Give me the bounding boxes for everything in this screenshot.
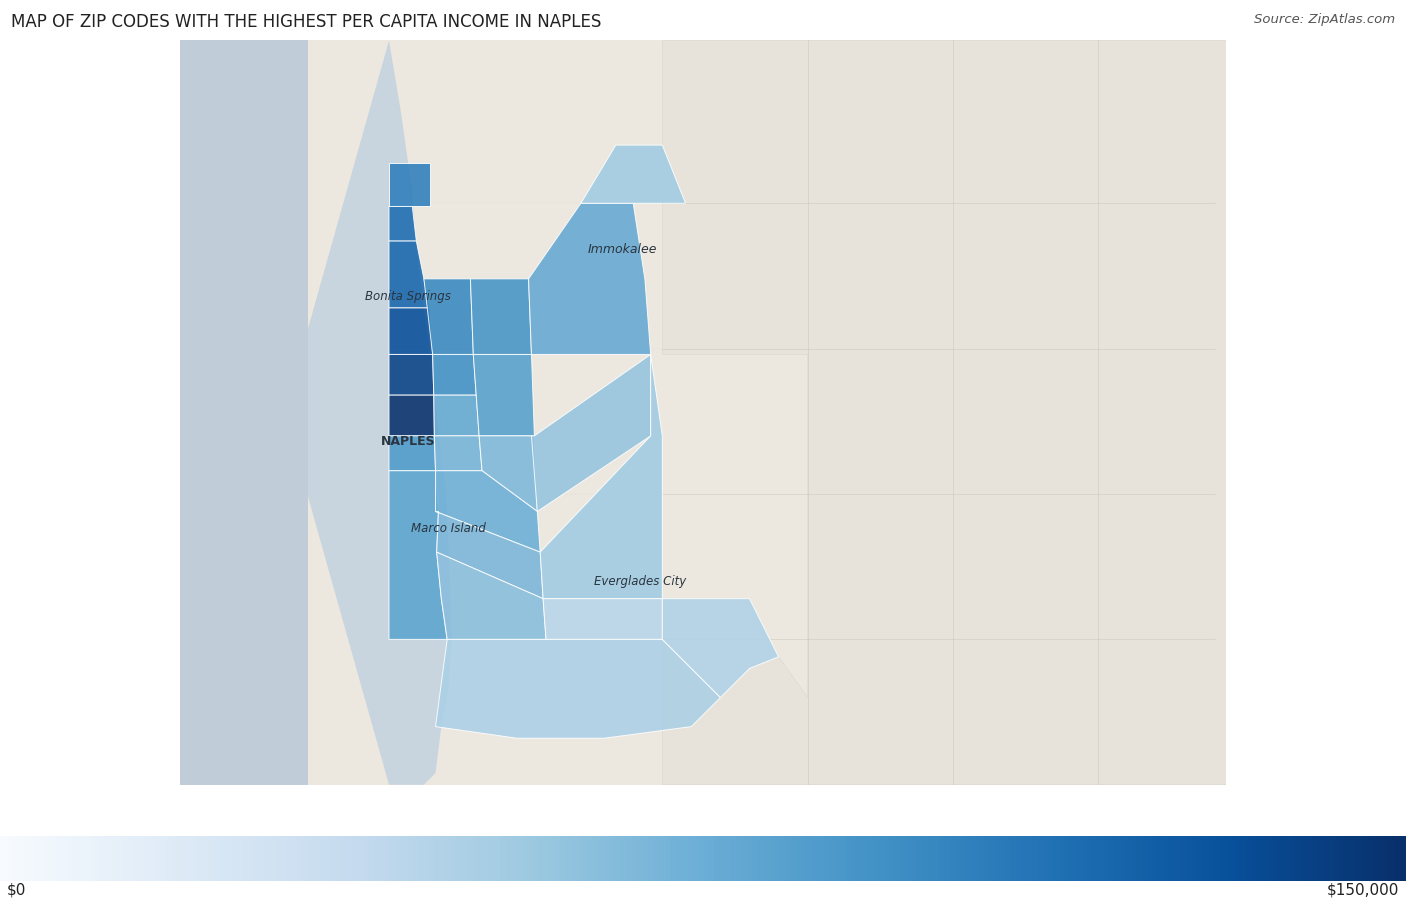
Polygon shape [436, 639, 720, 738]
Text: Bonita Springs: Bonita Springs [366, 289, 451, 303]
Polygon shape [433, 354, 477, 396]
Polygon shape [389, 241, 430, 308]
Polygon shape [434, 436, 482, 471]
Text: $0: $0 [7, 883, 27, 898]
Text: Marco Island: Marco Island [411, 522, 485, 536]
Polygon shape [389, 436, 436, 471]
Polygon shape [581, 145, 686, 203]
Text: NAPLES: NAPLES [381, 435, 436, 449]
Polygon shape [389, 396, 434, 436]
Polygon shape [389, 354, 434, 396]
Polygon shape [540, 354, 662, 599]
Polygon shape [423, 279, 474, 354]
Text: Everglades City: Everglades City [595, 574, 686, 588]
Text: MAP OF ZIP CODES WITH THE HIGHEST PER CAPITA INCOME IN NAPLES: MAP OF ZIP CODES WITH THE HIGHEST PER CA… [11, 13, 602, 31]
Polygon shape [389, 163, 430, 206]
Polygon shape [389, 471, 447, 639]
Polygon shape [436, 512, 543, 599]
Polygon shape [180, 40, 451, 785]
Polygon shape [180, 40, 1226, 785]
Polygon shape [389, 206, 416, 241]
Polygon shape [471, 279, 531, 354]
Text: $150,000: $150,000 [1327, 883, 1399, 898]
Text: Source: ZipAtlas.com: Source: ZipAtlas.com [1254, 13, 1395, 26]
Polygon shape [543, 599, 662, 639]
Polygon shape [662, 40, 1226, 785]
Polygon shape [389, 308, 433, 354]
Polygon shape [437, 552, 546, 639]
Text: Immokalee: Immokalee [588, 244, 658, 256]
Polygon shape [474, 354, 534, 436]
Polygon shape [479, 436, 537, 512]
Polygon shape [436, 471, 540, 552]
Polygon shape [662, 599, 779, 698]
Polygon shape [434, 396, 479, 436]
Polygon shape [531, 354, 651, 512]
Polygon shape [180, 40, 308, 785]
Polygon shape [529, 203, 651, 354]
